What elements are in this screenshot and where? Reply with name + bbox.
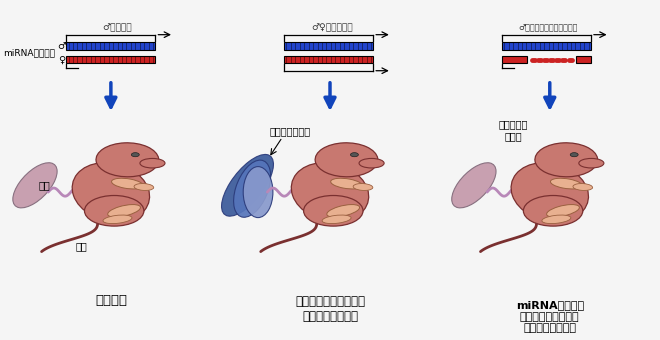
Bar xyxy=(284,56,374,63)
Text: 正常胎盤: 正常胎盤 xyxy=(95,294,127,307)
Ellipse shape xyxy=(13,163,57,208)
Ellipse shape xyxy=(131,153,139,157)
Bar xyxy=(66,56,156,63)
Ellipse shape xyxy=(103,215,132,224)
Ellipse shape xyxy=(291,163,369,222)
Ellipse shape xyxy=(359,158,384,168)
Text: 胎児: 胎児 xyxy=(75,241,87,252)
Ellipse shape xyxy=(96,143,159,177)
Ellipse shape xyxy=(112,178,143,189)
Ellipse shape xyxy=(511,163,589,222)
Ellipse shape xyxy=(353,184,373,190)
Text: ♂だけ発現: ♂だけ発現 xyxy=(103,24,132,33)
Text: miRNAの発現を
正常化したクローン
（胎盤が正常化）: miRNAの発現を 正常化したクローン （胎盤が正常化） xyxy=(515,300,584,334)
Ellipse shape xyxy=(523,195,583,226)
Ellipse shape xyxy=(350,153,358,157)
Text: ♀: ♀ xyxy=(58,54,65,65)
Bar xyxy=(502,42,591,50)
Text: ♂♀両方で発現: ♂♀両方で発現 xyxy=(311,24,353,33)
Ellipse shape xyxy=(451,163,496,208)
Ellipse shape xyxy=(579,158,604,168)
Ellipse shape xyxy=(243,167,273,218)
Text: 胎盤: 胎盤 xyxy=(39,180,51,190)
Ellipse shape xyxy=(322,215,351,224)
Ellipse shape xyxy=(546,205,579,217)
Text: ♂だけ発現するよう正常化: ♂だけ発現するよう正常化 xyxy=(519,24,578,33)
Ellipse shape xyxy=(331,178,362,189)
Ellipse shape xyxy=(134,184,154,190)
Bar xyxy=(284,42,374,50)
Ellipse shape xyxy=(84,195,144,226)
Ellipse shape xyxy=(222,154,273,216)
Bar xyxy=(502,56,527,63)
Ellipse shape xyxy=(315,143,378,177)
Ellipse shape xyxy=(108,205,141,217)
Text: 異常胎盤の
正常化: 異常胎盤の 正常化 xyxy=(499,119,528,141)
Ellipse shape xyxy=(550,178,582,189)
Text: 胎盤の形態異常: 胎盤の形態異常 xyxy=(270,126,311,136)
Ellipse shape xyxy=(570,153,578,157)
Text: ♂: ♂ xyxy=(57,41,66,51)
Ellipse shape xyxy=(234,160,271,217)
Ellipse shape xyxy=(535,143,598,177)
Text: miRNA遠伝子群: miRNA遠伝子群 xyxy=(3,48,55,57)
Ellipse shape xyxy=(327,205,360,217)
Ellipse shape xyxy=(542,215,571,224)
Ellipse shape xyxy=(140,158,165,168)
Ellipse shape xyxy=(573,184,593,190)
Ellipse shape xyxy=(304,195,363,226)
Bar xyxy=(66,42,156,50)
Ellipse shape xyxy=(72,163,150,222)
Bar xyxy=(576,56,591,63)
Text: 体細胞核移植クローン
（胎盤が大型化）: 体細胞核移植クローン （胎盤が大型化） xyxy=(295,295,365,323)
